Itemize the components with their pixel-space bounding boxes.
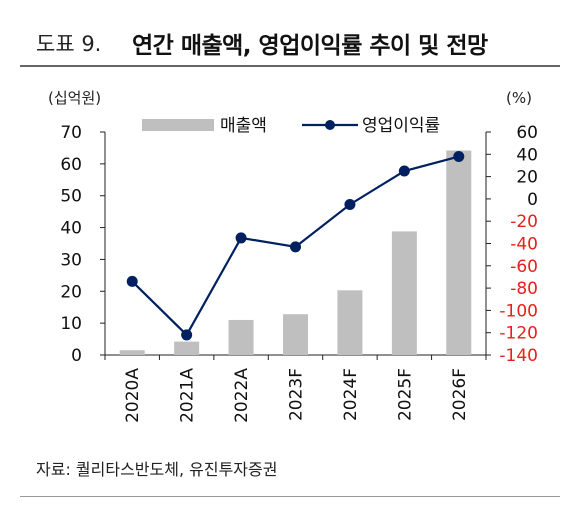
- x-tick-label: 2021A: [178, 368, 198, 423]
- bar-2023F: [283, 314, 308, 355]
- source-note: 자료: 퀄리타스반도체, 유진투자증권: [36, 460, 278, 479]
- legend-bar-label: 매출액: [220, 116, 267, 136]
- right-tick-label: 0: [527, 190, 538, 210]
- bar-2024F: [337, 290, 363, 355]
- title-divider: [20, 65, 560, 67]
- x-tick-label: 2022A: [232, 368, 252, 423]
- legend-line-label: 영업이익률: [362, 116, 440, 136]
- margin-point-2022A: [235, 232, 247, 244]
- right-tick-label: -20: [510, 212, 538, 232]
- bars-layer: [119, 150, 472, 355]
- left-axis-unit: (십억원): [48, 89, 101, 107]
- chart-title: 연간 매출액, 영업이익률 추이 및 전망: [132, 33, 488, 59]
- x-tick-label: 2023F: [287, 368, 307, 421]
- right-tick-label: 60: [516, 123, 538, 143]
- right-tick-label: -100: [499, 301, 538, 321]
- right-tick-label: 40: [516, 145, 538, 165]
- left-tick-label: 40: [60, 219, 82, 239]
- x-tick-label: 2024F: [341, 368, 361, 421]
- source-divider: [20, 496, 560, 497]
- legend-layer: 매출액 영업이익률: [142, 116, 440, 136]
- bar-2021A: [174, 341, 200, 355]
- left-tick-label: 70: [60, 123, 82, 143]
- right-tick-label: -60: [510, 257, 538, 277]
- bar-2020A: [119, 350, 145, 355]
- legend-line-marker: [325, 120, 335, 130]
- bar-2022A: [228, 319, 254, 355]
- right-tick-label: -120: [499, 324, 538, 344]
- x-tick-label: 2025F: [395, 368, 415, 421]
- x-tick-label: 2020A: [123, 368, 143, 423]
- left-tick-label: 50: [60, 187, 82, 207]
- figure-header: 도표 9. 연간 매출액, 영업이익률 추이 및 전망: [36, 20, 556, 60]
- right-tick-label: -80: [510, 279, 538, 299]
- x-tick-label: 2026F: [450, 368, 470, 421]
- margin-point-2023F: [290, 241, 301, 253]
- right-tick-label: -140: [499, 346, 538, 366]
- margin-point-2026F: [453, 151, 465, 163]
- figure-label: 도표 9.: [36, 32, 102, 56]
- left-tick-label: 0: [71, 346, 82, 366]
- right-tick-label: 20: [516, 168, 538, 188]
- margin-point-2025F: [398, 165, 410, 177]
- margin-point-2020A: [126, 275, 138, 287]
- right-axis-unit: (%): [506, 89, 532, 107]
- left-tick-label: 30: [60, 250, 82, 270]
- line-layer: [126, 151, 465, 341]
- right-tick-label: -40: [510, 235, 538, 255]
- margin-point-2024F: [344, 198, 356, 210]
- legend-bar-swatch: [142, 119, 214, 131]
- left-tick-label: 10: [60, 314, 82, 334]
- bar-2025F: [391, 231, 417, 355]
- bar-2026F: [446, 150, 472, 355]
- margin-point-2021A: [181, 329, 193, 341]
- left-tick-label: 60: [60, 155, 82, 175]
- left-tick-label: 20: [60, 282, 82, 302]
